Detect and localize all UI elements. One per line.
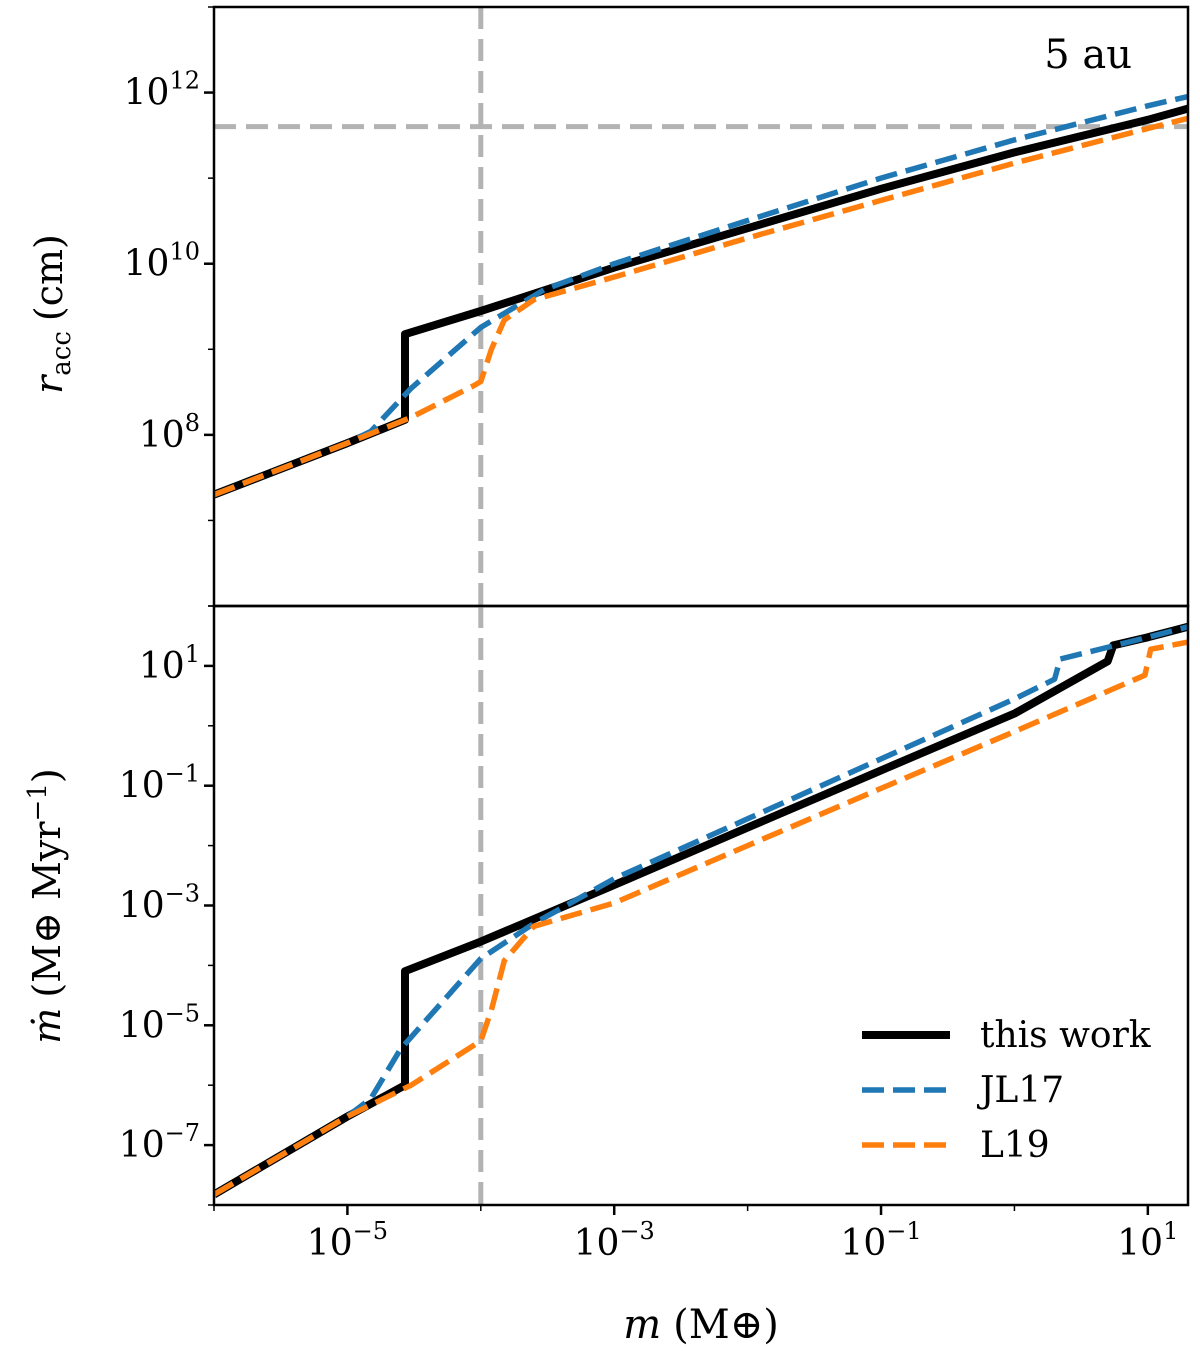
- bottom-y-tick-label: 10−1: [119, 760, 200, 807]
- top-series-l19: [214, 115, 1188, 498]
- top-ylabel-unit: (cm): [27, 234, 71, 321]
- top-y-axis-label: racc (cm): [27, 234, 77, 394]
- bottom-y-tick-label: 101: [139, 640, 200, 687]
- bottom-y-tick-label: 10−5: [119, 999, 200, 1046]
- legend-label: JL17: [976, 1070, 1064, 1111]
- bottom-ylabel-exp: −1: [23, 783, 53, 821]
- bottom-y-tick-label: 10−3: [119, 880, 200, 927]
- bottom-ylabel-main: ṁ: [25, 1008, 69, 1044]
- bottom-ylabel-unit: (M⊕ Myr: [25, 821, 69, 998]
- bottom-panel: 10−7 10−5 10−3 10−1 101 10−5 10−3 10−1 101 ṁ (M⊕…: [23, 604, 1190, 1348]
- top-y-tick-label: 108: [139, 409, 200, 456]
- bottom-x-ticks: 10−5 10−3 10−1 101: [213, 1205, 1178, 1264]
- top-panel: 108 1010 1012 5 au racc (cm): [27, 5, 1190, 608]
- top-series-group: [214, 7, 1188, 606]
- panel-annotation: 5 au: [1044, 32, 1132, 78]
- top-series-this-work: [214, 104, 1188, 499]
- x-tick-label: 10−1: [840, 1217, 921, 1264]
- x-axis-label: m (M⊕): [623, 1302, 779, 1348]
- top-y-tick-label: 1010: [124, 238, 200, 285]
- x-tick-label: 10−5: [307, 1217, 388, 1264]
- xlabel-unit: (M⊕): [673, 1302, 779, 1348]
- top-y-ticks: 108 1010 1012: [124, 6, 214, 607]
- legend-label: this work: [980, 1015, 1152, 1056]
- bottom-series-jl17: [214, 624, 1188, 1197]
- bottom-y-axis-label: ṁ (M⊕ Myr−1): [23, 768, 69, 1043]
- x-tick-label: 10−3: [574, 1217, 655, 1264]
- bottom-series-group: [214, 606, 1188, 1205]
- x-tick-label: 101: [1117, 1217, 1178, 1264]
- bottom-y-tick-label: 10−7: [119, 1119, 200, 1166]
- top-axes-frame: [212, 5, 1190, 608]
- top-ylabel-main: r: [27, 373, 71, 394]
- legend: this work JL17 L19: [862, 1015, 1152, 1166]
- top-ylabel-sub: acc: [47, 331, 77, 376]
- bottom-ylabel-close: ): [25, 768, 69, 783]
- xlabel-main: m: [623, 1302, 661, 1348]
- bottom-y-ticks: 10−7 10−5 10−3 10−1 101: [119, 605, 214, 1206]
- legend-label: L19: [980, 1125, 1050, 1166]
- bottom-series-l19: [214, 639, 1188, 1197]
- top-y-tick-label: 1012: [124, 67, 200, 114]
